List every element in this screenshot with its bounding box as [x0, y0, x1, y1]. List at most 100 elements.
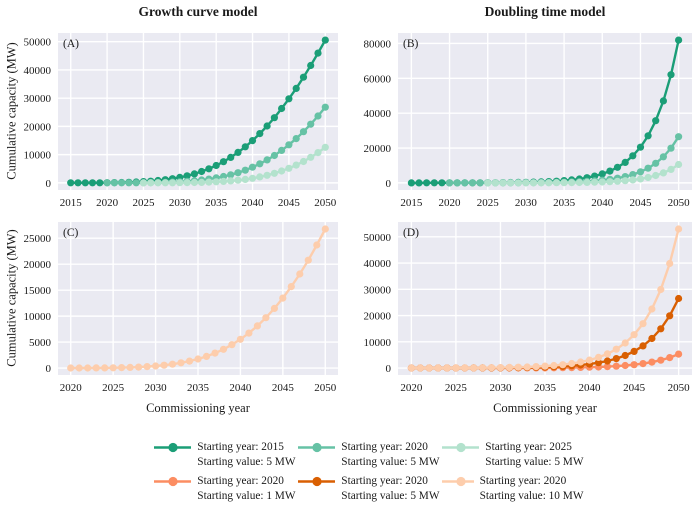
data-point — [603, 357, 612, 365]
data-point — [585, 356, 594, 364]
data-point — [659, 169, 668, 177]
data-point — [183, 179, 191, 187]
data-point — [657, 325, 665, 333]
data-point — [211, 349, 219, 357]
data-point — [659, 153, 668, 161]
data-point — [67, 179, 75, 187]
data-point — [161, 179, 169, 187]
x-tick-label: 2020 — [96, 197, 119, 209]
data-point — [256, 173, 264, 181]
data-point — [292, 161, 300, 169]
data-point — [552, 179, 561, 187]
data-point — [270, 151, 278, 160]
data-point — [594, 353, 603, 361]
data-point — [577, 358, 585, 366]
data-point — [559, 361, 567, 369]
data-point — [523, 363, 531, 371]
data-point — [263, 122, 271, 130]
data-point — [262, 314, 270, 322]
data-point — [198, 178, 206, 186]
legend-entry-text: Starting year: 2020 Starting value: 5 MW — [341, 441, 440, 468]
data-point — [621, 351, 629, 360]
data-point — [415, 179, 423, 187]
x-tick-label: 2040 — [242, 197, 265, 209]
data-point — [234, 148, 242, 156]
data-point — [545, 179, 553, 187]
data-point — [183, 172, 191, 180]
data-point — [279, 294, 287, 302]
y-tick-label: 10000 — [24, 311, 52, 323]
data-point — [67, 364, 75, 372]
x-tick-label: 2020 — [439, 197, 462, 209]
data-point — [675, 350, 683, 358]
y-tick-label: 40000 — [364, 108, 392, 120]
data-point — [532, 363, 540, 371]
x-tick-label: 2030 — [169, 197, 192, 209]
y-tick-label: 50000 — [24, 37, 52, 49]
x-tick-label: 2050 — [668, 382, 691, 394]
data-point — [292, 135, 300, 143]
data-point — [307, 61, 315, 70]
data-point — [598, 178, 606, 186]
data-point — [227, 177, 235, 185]
data-point — [648, 358, 656, 366]
data-point — [612, 345, 620, 353]
panel-letter-label: (C) — [63, 227, 79, 239]
x-tick-label: 2040 — [591, 197, 614, 209]
data-point — [606, 167, 614, 175]
data-point — [234, 176, 242, 184]
data-point — [514, 363, 522, 371]
data-point — [639, 360, 647, 368]
data-point — [443, 364, 451, 372]
data-point — [285, 164, 293, 172]
data-point — [630, 347, 638, 355]
charts-canvas: 2015 2020 2025 2030 2035 2040 2045 205001000020… — [24, 33, 692, 394]
data-point — [461, 179, 469, 187]
data-point — [666, 354, 674, 362]
y-tick-label: 40000 — [364, 258, 392, 270]
data-point — [101, 364, 109, 372]
data-point — [96, 179, 104, 187]
data-point — [621, 177, 629, 185]
data-point — [657, 285, 665, 294]
x-tick-label: 2035 — [205, 197, 228, 209]
data-point — [652, 117, 660, 125]
data-point — [118, 179, 126, 187]
data-point — [236, 335, 244, 343]
data-point — [644, 164, 652, 172]
x-tick-label: 2035 — [534, 382, 557, 394]
data-point — [307, 153, 315, 161]
data-point — [278, 167, 286, 175]
data-point — [603, 363, 612, 371]
panel-background — [398, 33, 692, 190]
data-point — [496, 364, 505, 372]
data-point — [84, 364, 92, 372]
column-title-growth-curve: Growth curve model — [138, 4, 258, 19]
x-tick-label: 2030 — [515, 197, 538, 209]
data-point — [314, 149, 322, 157]
data-point — [313, 241, 321, 249]
data-point — [241, 175, 249, 183]
data-point — [675, 160, 683, 169]
panel-letter-label: (A) — [63, 38, 79, 50]
data-point — [603, 350, 612, 358]
y-tick-label: 10000 — [364, 337, 392, 349]
data-point — [125, 179, 133, 187]
data-point — [168, 360, 177, 368]
data-point — [241, 166, 249, 174]
data-point — [575, 178, 584, 187]
legend-marker-icon — [297, 476, 336, 487]
legend-marker-icon — [153, 476, 192, 487]
panel-A: 2015 2020 2025 2030 2035 2040 2045 2050 0 10000 20… — [24, 33, 338, 209]
x-tick-label: 2040 — [579, 382, 602, 394]
data-point — [479, 364, 487, 372]
data-point — [154, 179, 162, 187]
data-point — [194, 355, 202, 363]
legend-entry: Starting year: 2020 Starting value: 1 MW — [152, 474, 296, 504]
x-tick-label: 2045 — [272, 382, 295, 394]
data-point — [285, 141, 293, 149]
legend-entry: Starting year: 2020 Starting value: 10 MW — [440, 474, 584, 504]
data-point — [143, 363, 151, 371]
data-point — [74, 179, 82, 187]
data-point — [205, 178, 213, 186]
